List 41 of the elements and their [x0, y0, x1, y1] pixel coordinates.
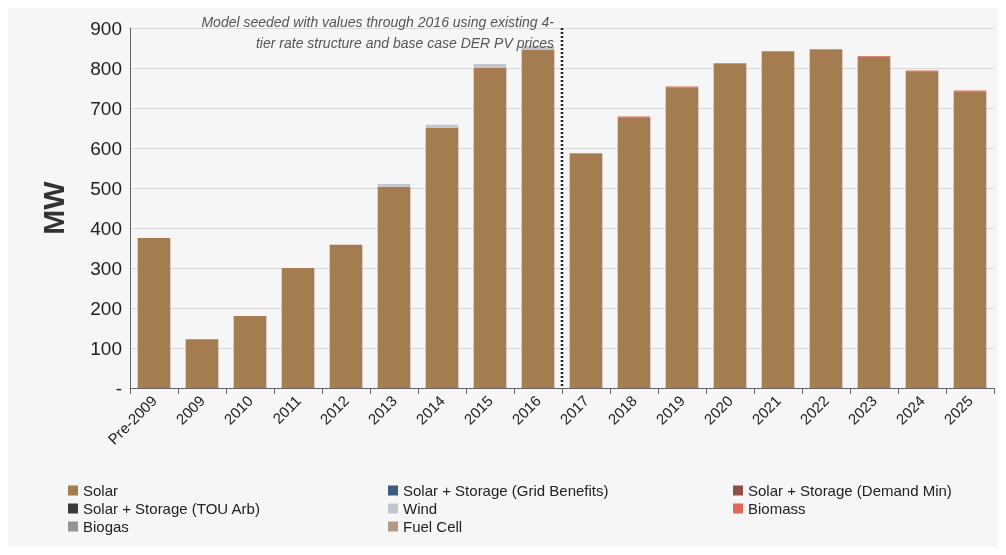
y-tick-label: - — [115, 377, 122, 399]
bar — [713, 64, 747, 388]
bar — [233, 316, 267, 388]
y-tick-label: 600 — [90, 137, 122, 159]
bar — [425, 124, 459, 128]
legend-label: Fuel Cell — [403, 518, 463, 535]
annotation: Model seeded with values through 2016 using existing 4- tier rate structure and base case DER PV prices — [201, 13, 555, 51]
bar — [185, 339, 219, 388]
bar — [473, 64, 507, 68]
bar — [953, 91, 987, 388]
y-tick-label: 300 — [90, 257, 122, 279]
y-tick-label: 900 — [90, 17, 122, 39]
legend-label: Solar — [83, 482, 119, 499]
legend-label: Solar + Storage (Grid Benefits) — [403, 482, 609, 499]
bar — [665, 87, 699, 388]
y-tick-label: 500 — [90, 177, 122, 199]
bar — [425, 128, 459, 388]
bar — [377, 186, 411, 388]
bar — [569, 154, 603, 388]
y-tick-label: 400 — [90, 217, 122, 239]
legend-label: Biogas — [83, 518, 129, 535]
bar — [809, 50, 843, 388]
bar — [857, 56, 891, 388]
bar — [761, 52, 795, 388]
y-tick-label: 800 — [90, 57, 122, 79]
legend-label: Solar + Storage (TOU Arb) — [83, 500, 260, 517]
bar — [473, 68, 507, 388]
bar — [617, 117, 651, 388]
bar — [905, 71, 939, 388]
legend-label: Solar + Storage (Demand Min) — [748, 482, 952, 499]
bar — [377, 184, 411, 187]
y-tick-label: 100 — [90, 337, 122, 359]
y-tick-label: 200 — [90, 297, 122, 319]
bar — [521, 50, 555, 388]
bar — [281, 268, 315, 388]
bar — [329, 244, 363, 388]
y-axis-title: MW — [36, 180, 70, 235]
y-tick-label: 700 — [90, 97, 122, 119]
legend-label: Biomass — [748, 500, 806, 517]
bar — [137, 238, 171, 388]
legend-label: Wind — [403, 500, 438, 517]
